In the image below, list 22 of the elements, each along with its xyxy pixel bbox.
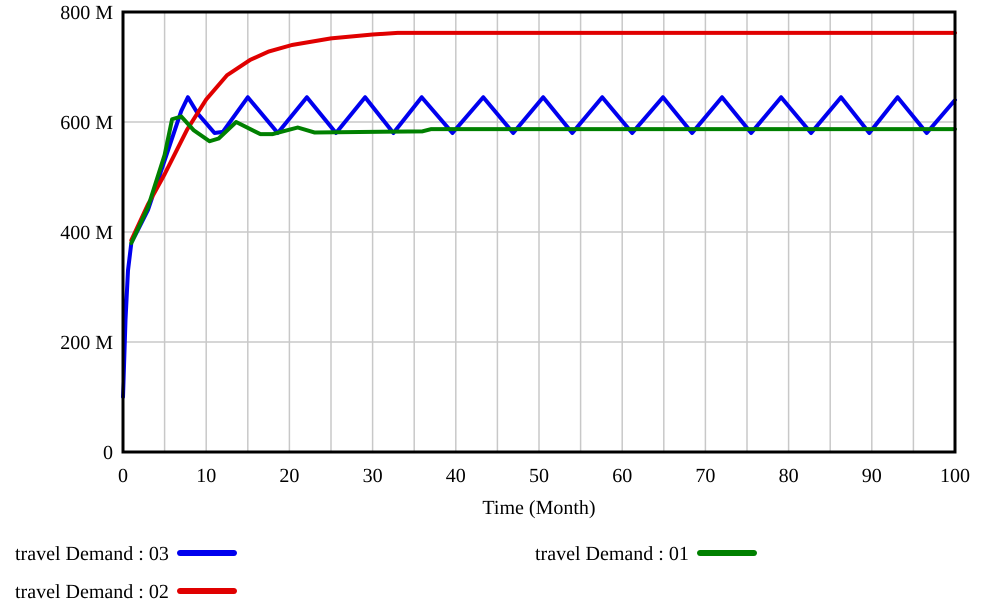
x-tick-label: 100 [940,465,970,487]
y-tick-label: 0 [103,442,113,464]
x-tick-label: 10 [196,465,216,487]
y-tick-label: 800 M [60,2,114,24]
x-tick-label: 80 [778,465,799,487]
x-tick-label: 60 [612,465,632,487]
legend-label: travel Demand : 02 [15,581,169,602]
x-tick-label: 90 [862,465,882,487]
x-tick-label: 20 [279,465,300,487]
legend-label: travel Demand : 01 [535,543,689,565]
legend-label: travel Demand : 03 [15,543,169,565]
y-tick-label: 600 M [60,112,114,134]
x-tick-label: 0 [118,465,128,487]
line-series [129,30,957,242]
x-tick-label: 30 [362,465,383,487]
x-tick-label: 50 [529,465,549,487]
y-tick-label: 200 M [60,332,114,354]
x-axis-title: Time (Month) [482,497,596,519]
y-tick-label: 400 M [60,222,114,244]
line-series [129,114,957,245]
x-tick-label: 70 [695,465,716,487]
x-tick-label: 40 [446,465,466,487]
